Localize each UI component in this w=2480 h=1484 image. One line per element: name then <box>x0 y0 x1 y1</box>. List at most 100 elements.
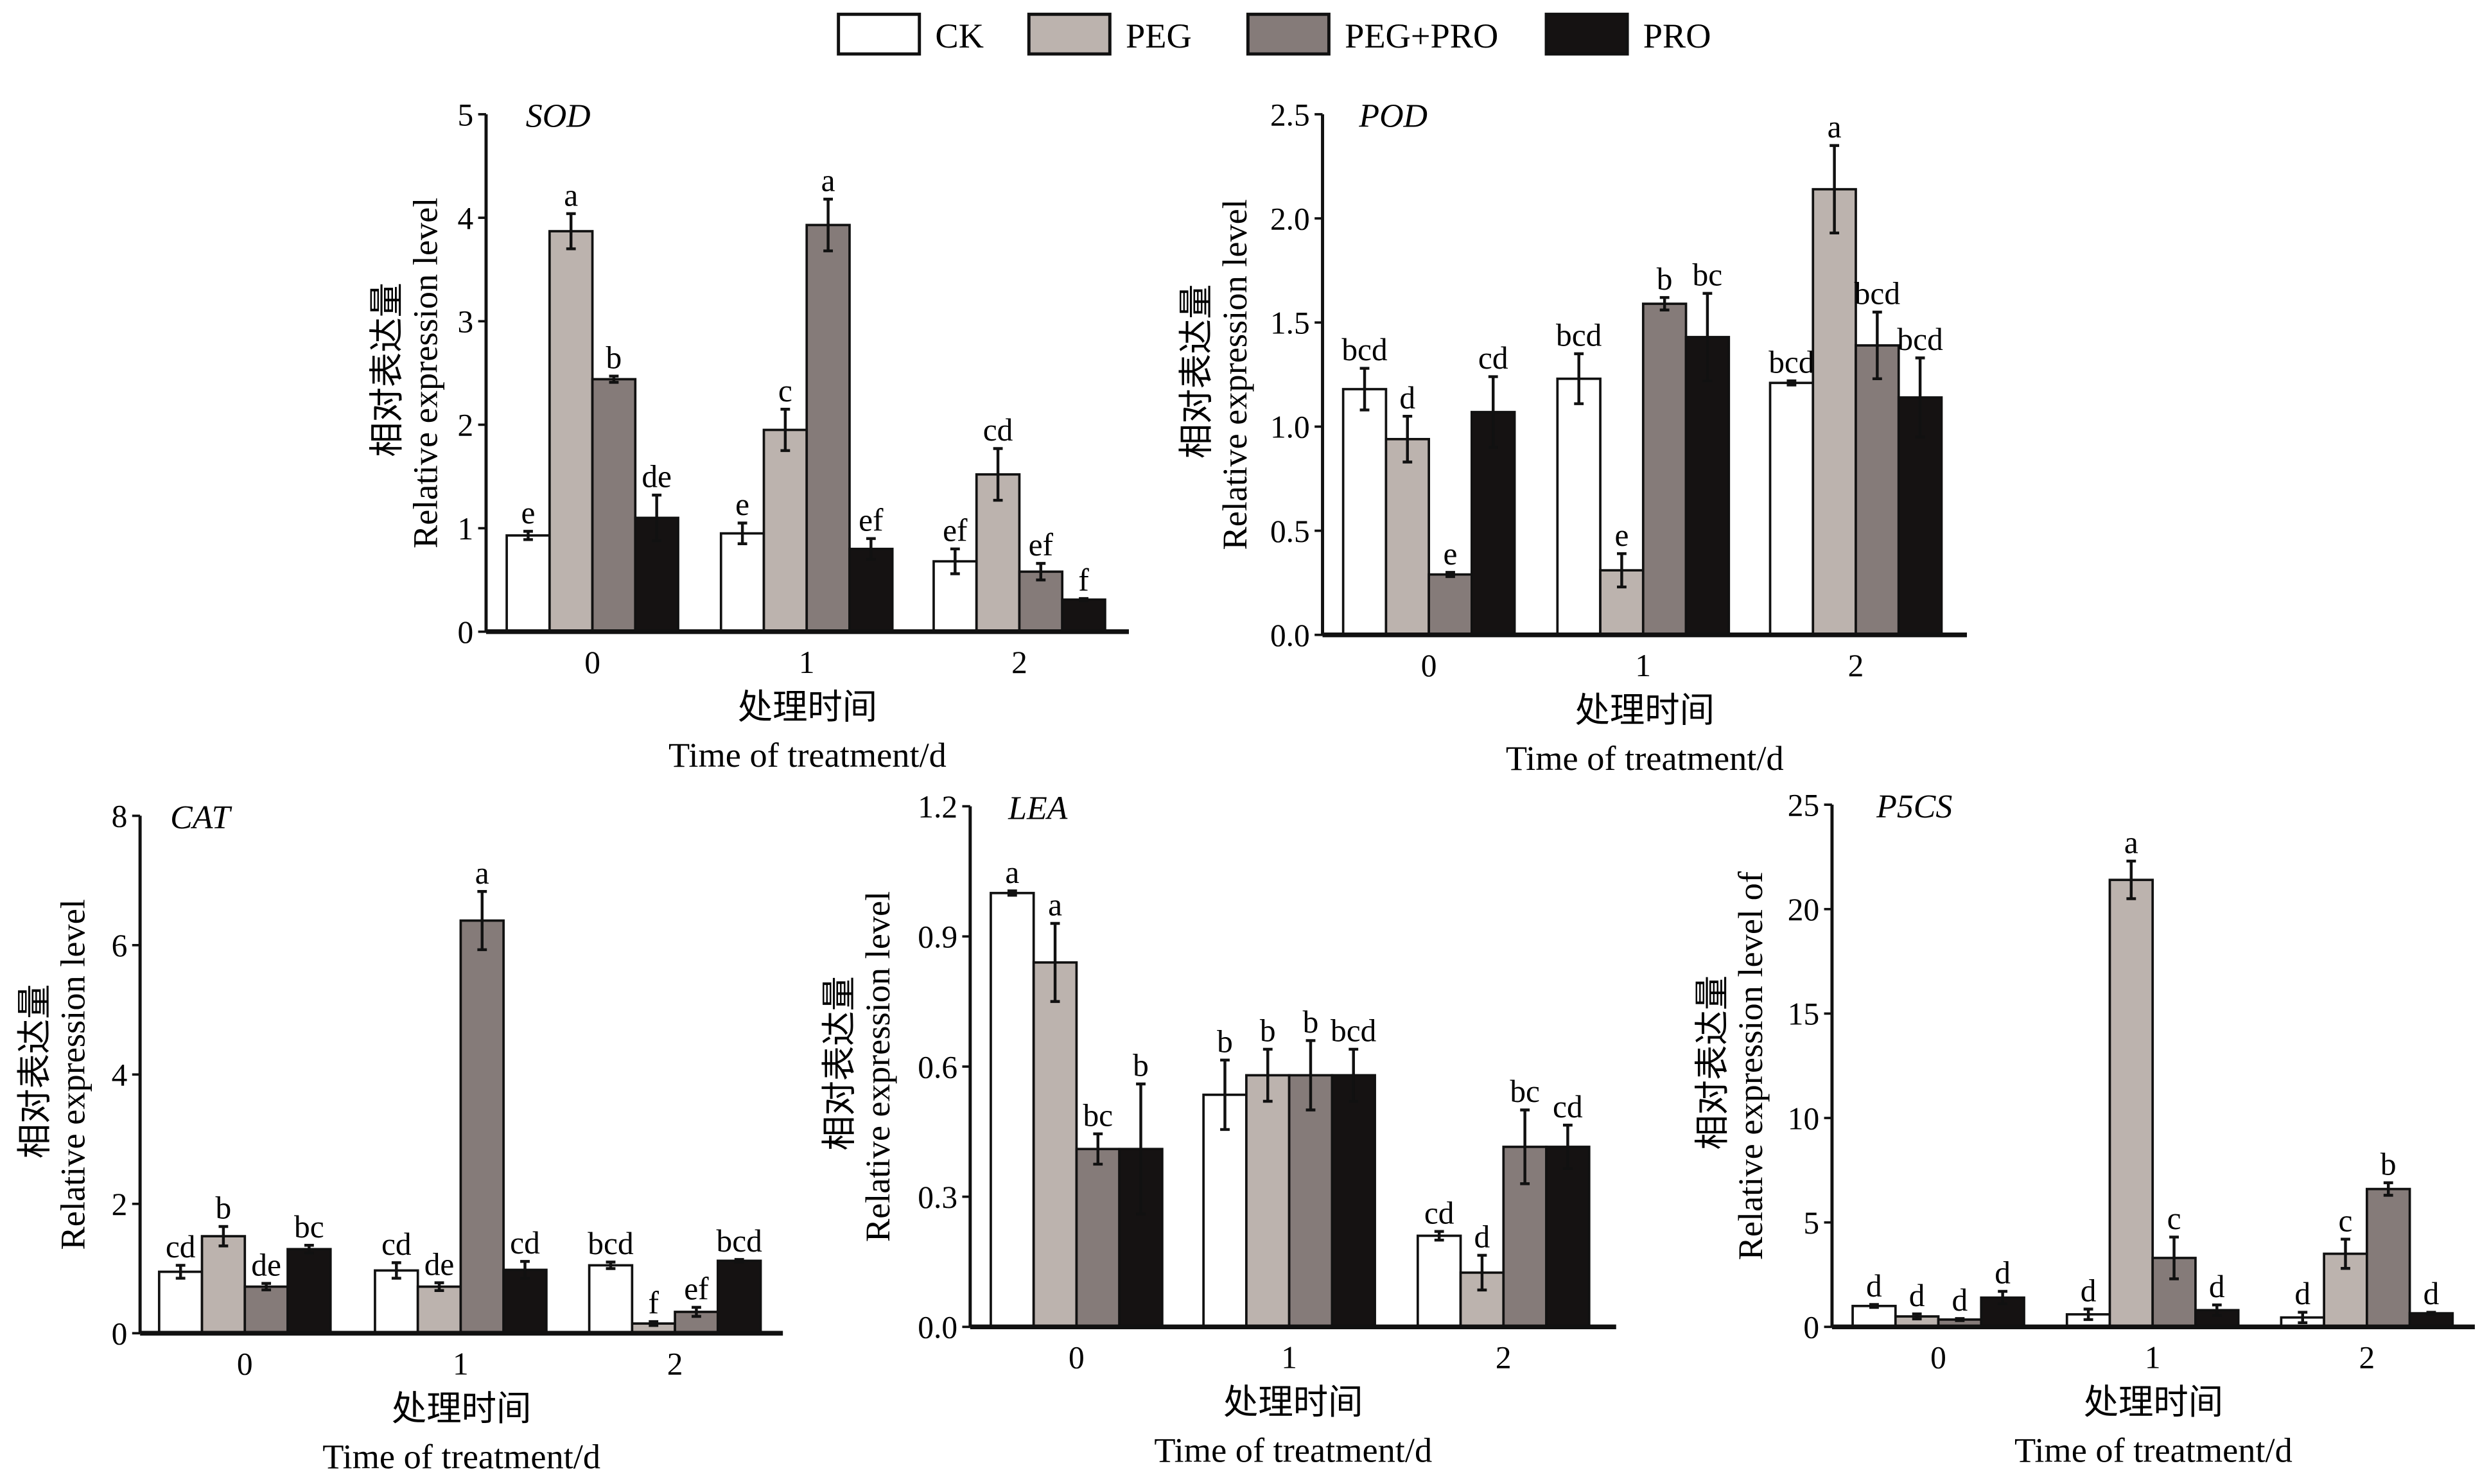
error-bar <box>1869 1303 1879 1309</box>
error-bar <box>1305 1039 1316 1112</box>
significance-letter: b <box>2380 1147 2397 1182</box>
significance-letter: d <box>1909 1278 1925 1313</box>
y-tick-label: 4 <box>457 200 473 236</box>
error-bar <box>2126 859 2136 900</box>
y-tick-label: 5 <box>1803 1205 1819 1241</box>
error-bar <box>2298 1311 2308 1325</box>
error-bar <box>1349 1047 1359 1103</box>
y-tick-label: 2 <box>457 408 473 443</box>
significance-letter: bcd <box>1331 1013 1377 1049</box>
bar-peg+pro-0 <box>591 378 637 633</box>
error-bar <box>1955 1317 1965 1322</box>
legend-swatch-ck <box>837 12 921 56</box>
y-tick-label: 0 <box>112 1316 128 1351</box>
y-tick-label: 15 <box>1788 997 1819 1032</box>
significance-letter: bcd <box>1341 332 1388 367</box>
y-tick-label: 1.2 <box>918 789 957 825</box>
y-tick-label: 20 <box>1788 892 1819 927</box>
significance-letter: bc <box>1083 1097 1113 1133</box>
x-axis-label-cn: 处理时间 <box>1223 1383 1363 1422</box>
x-axis-label: Time of treatment/d <box>1506 739 1784 778</box>
y-tick-label: 25 <box>1788 787 1819 823</box>
error-bar <box>175 1264 186 1280</box>
error-bar <box>2426 1311 2436 1316</box>
y-tick-label: 0.6 <box>918 1049 957 1085</box>
bar-pro-2 <box>1545 1146 1591 1329</box>
bar-ck-1 <box>1556 377 1602 636</box>
bar-ck-1 <box>719 532 765 633</box>
significance-letter: c <box>2167 1201 2181 1236</box>
bar-peg-0 <box>548 230 594 633</box>
significance-letter: a <box>1048 887 1062 923</box>
bar-peg+pro-0 <box>1428 573 1473 636</box>
y-axis-label: Relative expression level of <box>1731 871 1770 1260</box>
error-bar <box>866 537 876 561</box>
x-axis-label-cn: 处理时间 <box>1575 692 1715 730</box>
significance-letter: cd <box>510 1225 540 1261</box>
bar-pro-1 <box>848 547 894 633</box>
y-tick-label: 2.0 <box>1270 201 1310 236</box>
y-tick-label: 2.5 <box>1270 97 1310 132</box>
y-axis-label: Relative expression level <box>859 891 897 1242</box>
error-bar <box>1488 375 1498 450</box>
error-bar <box>780 408 790 452</box>
x-tick-label: 2 <box>1496 1340 1512 1375</box>
significance-letter: ef <box>1029 527 1054 563</box>
significance-letter: bcd <box>1768 345 1815 380</box>
bar-ck-0 <box>157 1270 204 1335</box>
error-bar <box>2169 1235 2179 1280</box>
error-bar <box>1829 144 1840 235</box>
y-axis-label: Relative expression level <box>54 899 92 1250</box>
bar-ck-2 <box>1768 381 1815 636</box>
y-tick-label: 1.0 <box>1270 410 1310 445</box>
legend: CK PEG PEG+PRO PRO <box>837 12 1711 56</box>
y-tick-label: 5 <box>457 97 473 132</box>
error-bar <box>1036 562 1046 582</box>
bar-ck-2 <box>1416 1234 1462 1329</box>
significance-letter: b <box>1657 261 1673 297</box>
x-tick-label: 2 <box>667 1346 683 1381</box>
legend-label: CK <box>935 17 984 55</box>
significance-letter: d <box>2081 1273 2097 1308</box>
panel-title: POD <box>1358 98 1428 135</box>
significance-letter: f <box>1078 563 1089 598</box>
error-bar <box>2341 1237 2350 1270</box>
significance-letter: de <box>642 459 672 494</box>
bar-peg-1 <box>2108 878 2154 1329</box>
y-tick-label: 10 <box>1788 1101 1819 1136</box>
bar-peg-0 <box>1384 437 1430 636</box>
x-axis-label-cn: 处理时间 <box>738 688 877 727</box>
y-tick-label: 0.0 <box>918 1310 957 1345</box>
significance-letter: bc <box>1510 1074 1540 1109</box>
significance-letter: d <box>2294 1276 2310 1311</box>
error-bar <box>1079 597 1088 602</box>
significance-letter: bc <box>294 1209 324 1244</box>
significance-letter: e <box>735 487 749 522</box>
error-bar <box>218 1225 229 1248</box>
significance-letter: a <box>564 177 578 213</box>
error-bar <box>652 493 662 543</box>
legend-swatch-peg+pro <box>1246 12 1331 56</box>
error-bar <box>1915 356 1925 439</box>
x-axis-label: Time of treatment/d <box>322 1437 600 1476</box>
error-bar <box>950 547 960 575</box>
significance-letter: b <box>1303 1004 1319 1040</box>
error-bar <box>609 374 619 384</box>
significance-letter: d <box>1474 1219 1490 1254</box>
error-bar <box>734 1258 744 1264</box>
significance-letter: b <box>1217 1024 1233 1059</box>
x-tick-label: 1 <box>453 1346 469 1381</box>
bar-peg+pro-1 <box>1288 1074 1334 1329</box>
x-tick-label: 2 <box>2359 1340 2375 1375</box>
y-tick-label: 0.5 <box>1270 514 1310 549</box>
significance-letter: cd <box>166 1229 196 1264</box>
x-axis-label: Time of treatment/d <box>668 736 947 774</box>
y-tick-label: 0 <box>457 615 473 650</box>
significance-letter: bcd <box>1556 318 1602 353</box>
bar-peg-2 <box>1812 188 1857 636</box>
significance-letter: d <box>1866 1268 1882 1304</box>
significance-letter: b <box>1133 1048 1149 1083</box>
error-bar <box>477 890 487 952</box>
